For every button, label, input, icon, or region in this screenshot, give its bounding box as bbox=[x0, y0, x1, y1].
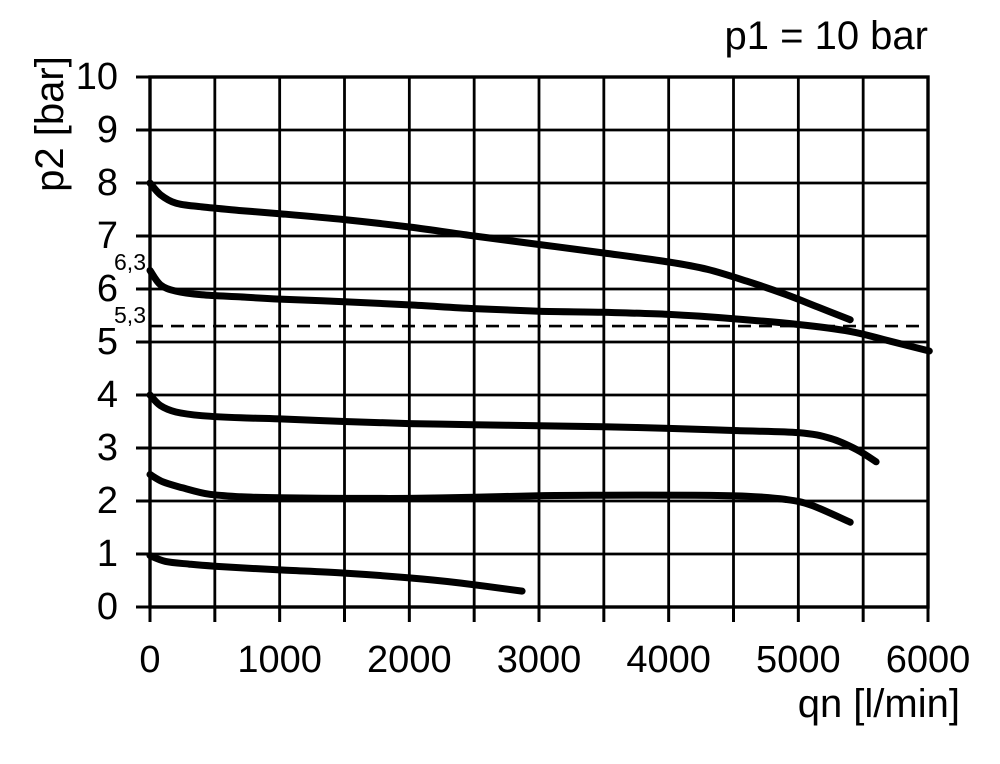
y-tick-label: 1 bbox=[96, 533, 118, 575]
y-tick-label: 10 bbox=[75, 56, 118, 98]
curve-p2-set-1-bar bbox=[146, 552, 526, 595]
y-tick-label: 2 bbox=[96, 480, 118, 522]
y-tick-label: 4 bbox=[96, 374, 118, 416]
y-tick-label: 7 bbox=[96, 215, 118, 257]
y-tick-label: 3 bbox=[96, 427, 118, 469]
y-tick-label: 5 bbox=[96, 321, 118, 363]
y-tick-label: 9 bbox=[96, 109, 118, 151]
set-pressure-label-6-3: 6,3 bbox=[114, 249, 146, 275]
y-tick-label: 6 bbox=[96, 268, 118, 310]
reference-line-label-5-3: 5,3 bbox=[114, 302, 146, 328]
curve-p2-set-4-bar bbox=[146, 391, 880, 466]
x-tick-label: 6000 bbox=[885, 639, 971, 681]
curve-p2-set-2.5-bar bbox=[146, 471, 854, 526]
y-tick-label: 0 bbox=[96, 586, 118, 628]
y-tick-label: 8 bbox=[96, 162, 118, 204]
x-axis-title: qn [l/min] bbox=[797, 682, 960, 726]
x-tick-label: 2000 bbox=[367, 639, 452, 681]
curve-p2-set-6.3-bar bbox=[146, 266, 933, 355]
curve-p2-set-8-bar bbox=[146, 179, 854, 324]
x-tick-label: 4000 bbox=[626, 639, 711, 681]
x-tick-label: 0 bbox=[139, 639, 161, 681]
plot-frame bbox=[148, 75, 930, 609]
x-tick-label: 3000 bbox=[496, 639, 582, 681]
x-tick-label: 5000 bbox=[756, 639, 841, 681]
x-tick-label: 1000 bbox=[237, 639, 322, 681]
primary-pressure-annotation: p1 = 10 bar bbox=[724, 14, 929, 58]
